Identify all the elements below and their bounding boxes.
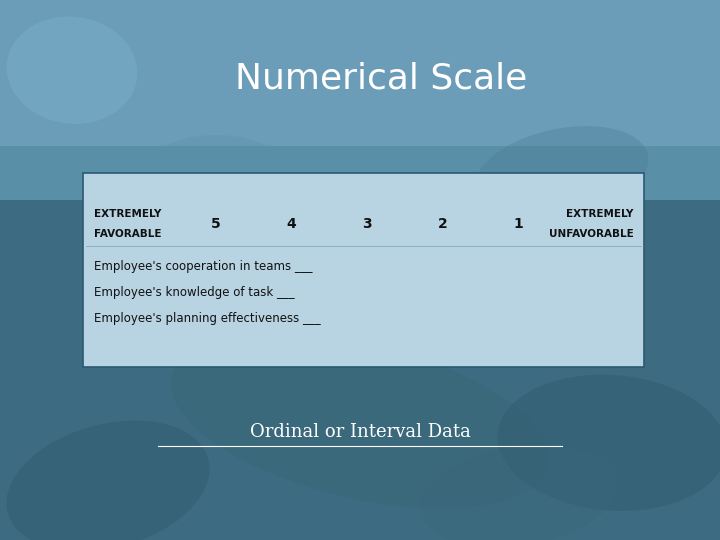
Ellipse shape [144, 135, 288, 211]
Text: 4: 4 [287, 217, 297, 231]
Bar [0, 146, 720, 200]
Text: 3: 3 [362, 217, 372, 231]
Bar [0, 0, 720, 151]
Text: Numerical Scale: Numerical Scale [235, 62, 528, 95]
Text: Ordinal or Interval Data: Ordinal or Interval Data [250, 423, 470, 441]
Ellipse shape [498, 375, 720, 511]
Text: 1: 1 [513, 217, 523, 231]
Text: 2: 2 [438, 217, 448, 231]
Bar [0, 151, 720, 540]
Ellipse shape [171, 334, 549, 509]
Bar [83, 173, 644, 367]
Text: Employee's planning effectiveness ___: Employee's planning effectiveness ___ [94, 312, 320, 325]
Ellipse shape [474, 126, 649, 219]
Text: 5: 5 [211, 217, 221, 231]
Text: EXTREMELY: EXTREMELY [566, 210, 634, 219]
Text: Employee's knowledge of task ___: Employee's knowledge of task ___ [94, 286, 294, 299]
Ellipse shape [6, 17, 138, 124]
Text: Employee's cooperation in teams ___: Employee's cooperation in teams ___ [94, 260, 312, 273]
Ellipse shape [6, 421, 210, 540]
Text: FAVORABLE: FAVORABLE [94, 229, 161, 239]
Text: EXTREMELY: EXTREMELY [94, 210, 161, 219]
Ellipse shape [420, 446, 617, 540]
Text: UNFAVORABLE: UNFAVORABLE [549, 229, 634, 239]
